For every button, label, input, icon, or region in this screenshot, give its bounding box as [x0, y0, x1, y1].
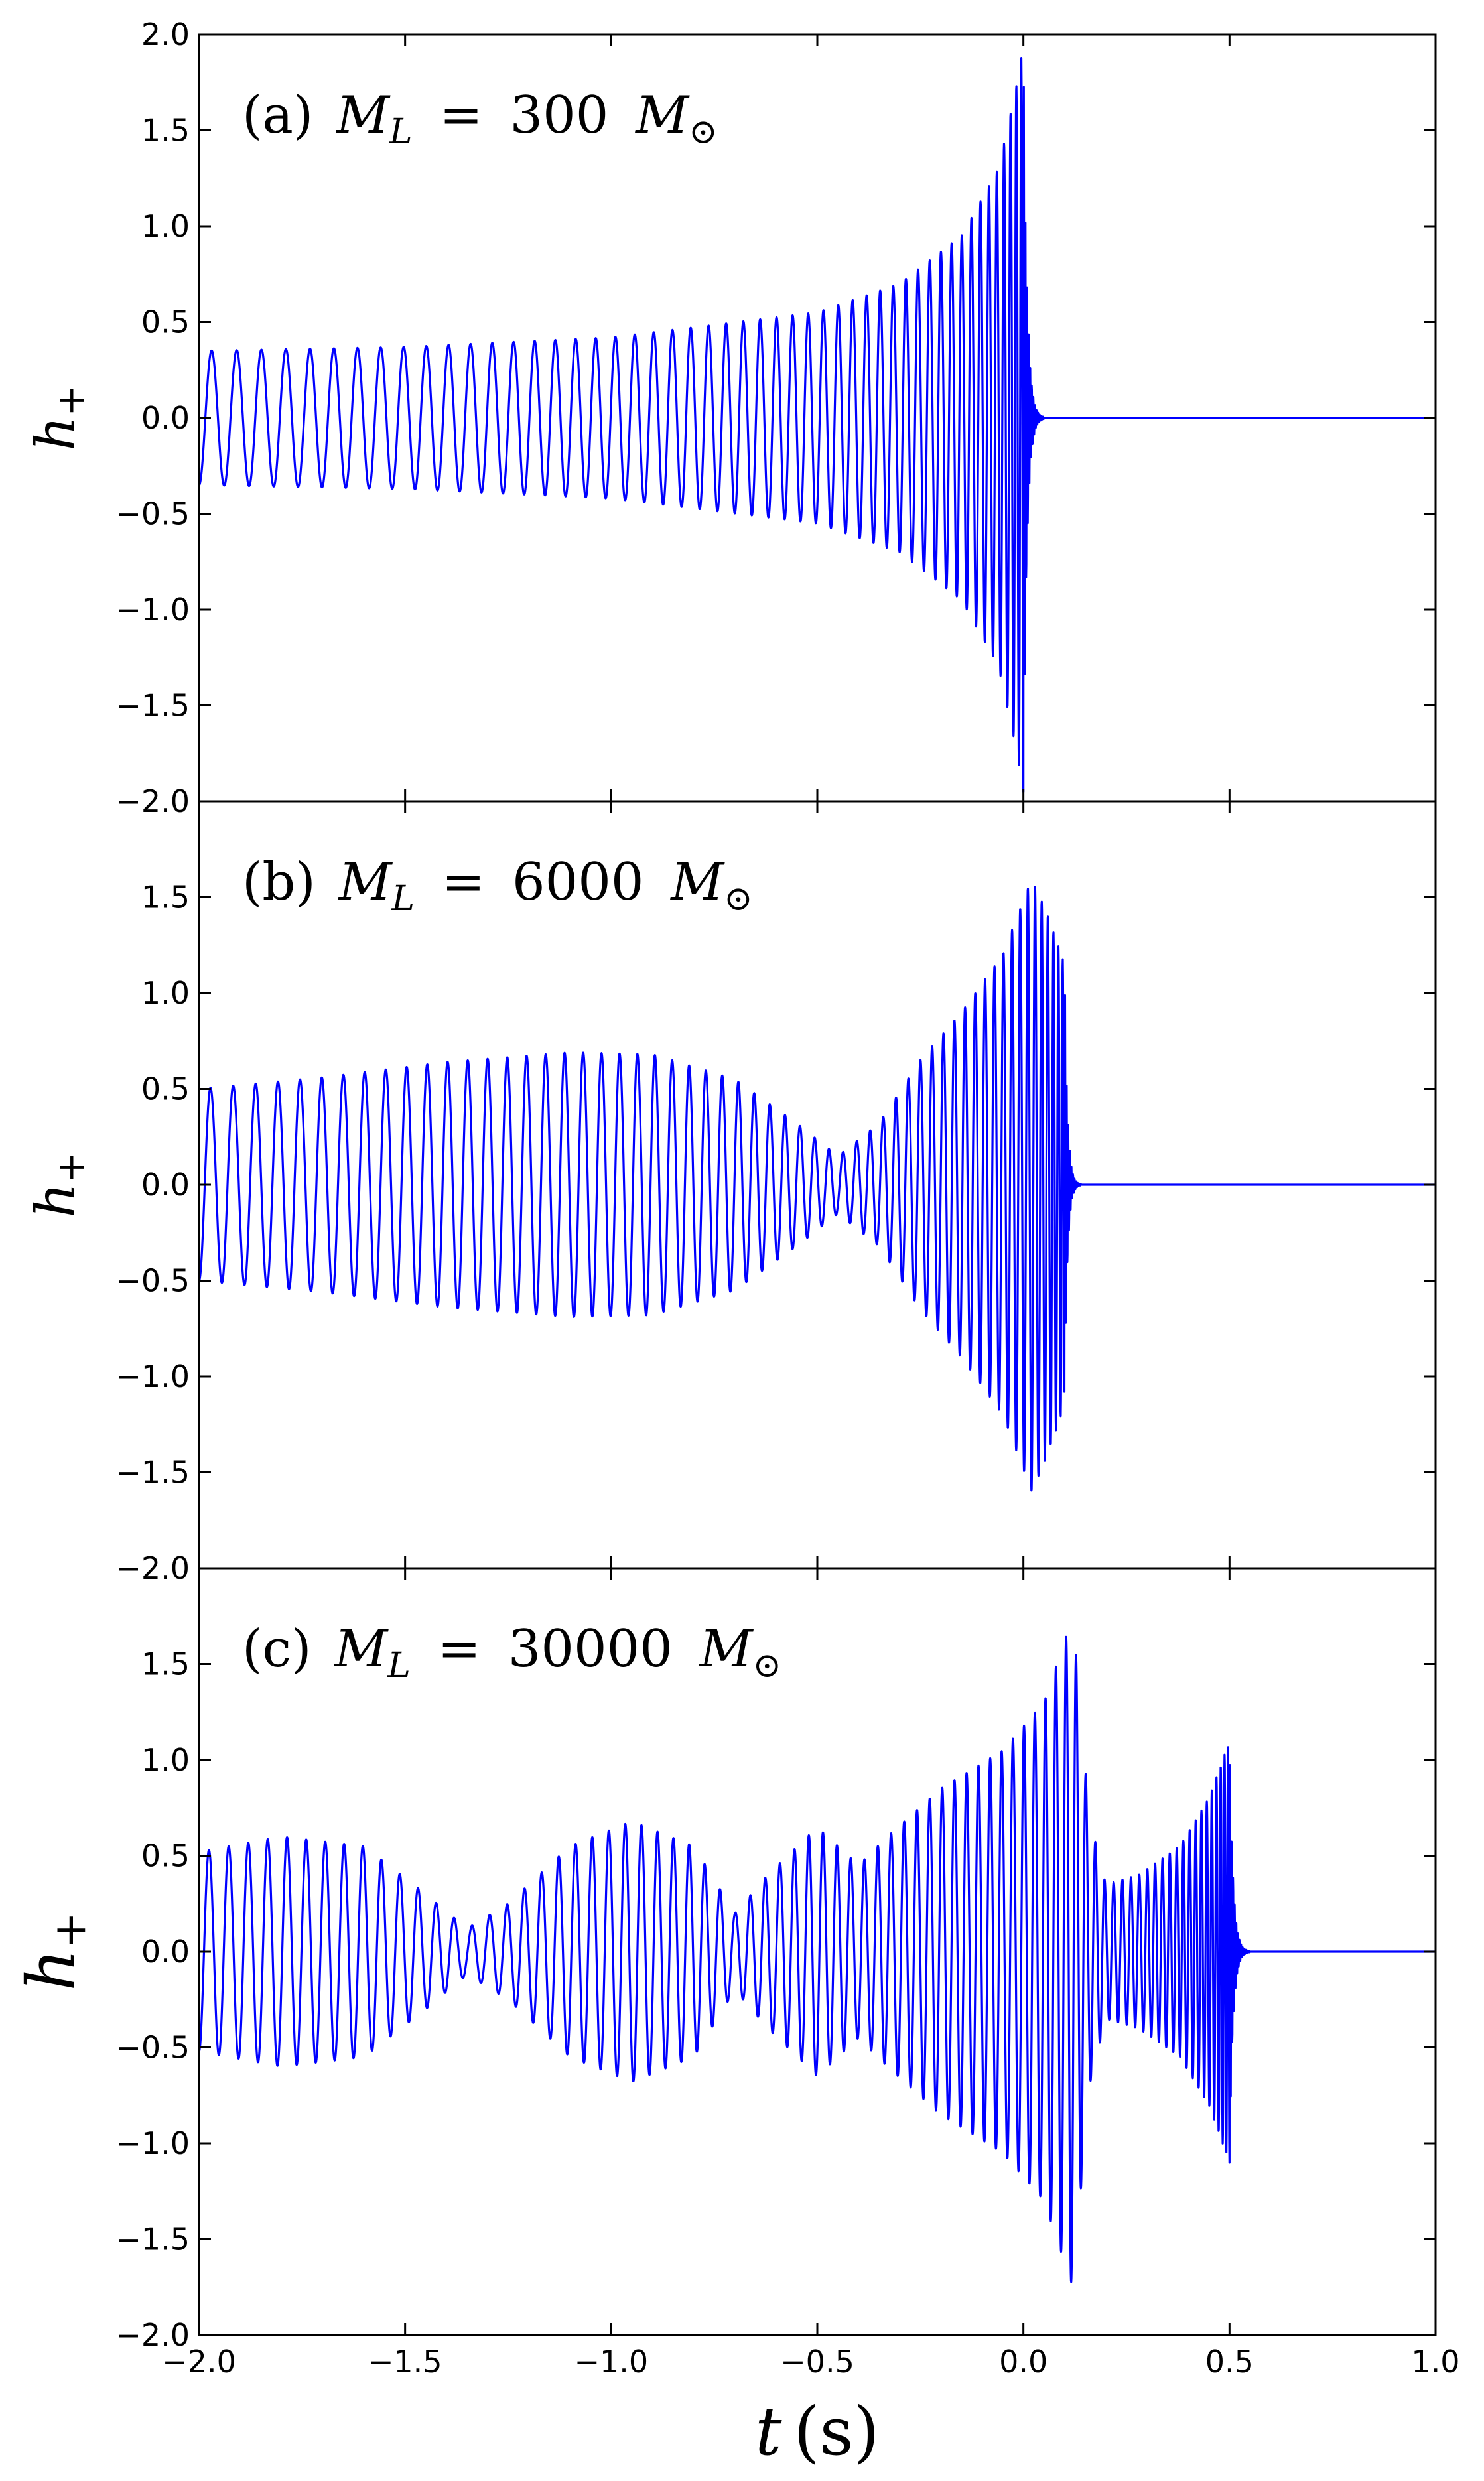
panel-c: −2.0 −1.5 −1.0 −0.5 0.0 0.5 1.0 1.5 −2.0 −1.5 −1.…: [13, 1567, 1460, 2470]
waveform-c-line: [198, 1635, 1437, 2283]
waveform-b-line: [198, 886, 1437, 1492]
ytick-label: −2.0: [115, 1550, 190, 1586]
xtick-label: −0.5: [780, 2344, 854, 2380]
ytick-label: −1.0: [115, 2125, 190, 2161]
ytick-label: 1.5: [141, 880, 190, 915]
panel-b-ylabel: h+: [25, 1152, 93, 1218]
ytick-label: 0.0: [141, 1167, 190, 1203]
panel-a: −2.0 −1.5 −1.0 −0.5 0.0 0.5 1.0 1.5 2.0 (a) ML =…: [25, 17, 1437, 819]
ytick-label: 2.0: [141, 17, 190, 52]
ytick-label: −1.5: [115, 1455, 190, 1491]
ytick-label: −1.0: [115, 592, 190, 628]
ytick-label: 0.5: [141, 304, 190, 340]
ytick-label: −1.5: [115, 688, 190, 724]
panel-a-ylabel: h+: [25, 385, 93, 451]
xtick-label: 0.5: [1205, 2344, 1254, 2380]
ytick-label: 1.5: [141, 113, 190, 149]
ytick-label: −2.0: [115, 2317, 190, 2353]
ytick-label: 1.5: [141, 1646, 190, 1682]
panel-c-yticks: −2.0 −1.5 −1.0 −0.5 0.0 0.5 1.0 1.5: [115, 1646, 1436, 2353]
ytick-label: 1.0: [141, 208, 190, 244]
panel-c-ylabel: h+: [13, 1912, 96, 1991]
ytick-label: 1.0: [141, 975, 190, 1011]
xtick-label: −1.0: [574, 2344, 648, 2380]
ytick-label: −1.0: [115, 1359, 190, 1394]
panel-b: −2.0 −1.5 −1.0 −0.5 0.0 0.5 1.0 1.5 (b) ML = 60…: [25, 800, 1437, 1586]
ytick-label: 0.5: [141, 1071, 190, 1107]
panel-b-xticks: [198, 801, 1437, 1568]
ytick-label: 0.0: [141, 1934, 190, 1970]
xtick-label: 1.0: [1411, 2344, 1459, 2380]
xtick-label: −1.5: [368, 2344, 442, 2380]
ytick-label: −0.5: [115, 496, 190, 532]
ytick-label: −0.5: [115, 2030, 190, 2066]
ytick-label: 1.0: [141, 1742, 190, 1778]
xtick-label: −2.0: [162, 2344, 236, 2380]
ytick-label: 0.5: [141, 1838, 190, 1874]
ytick-label: −1.5: [115, 2222, 190, 2257]
xtick-label: 0.0: [999, 2344, 1047, 2380]
x-axis-label: t (s): [755, 2393, 880, 2470]
panel-c-label: (c) ML = 30000 M⊙: [242, 1619, 781, 1690]
panel-a-xticks: [198, 34, 1437, 801]
panel-c-xticks: −2.0 −1.5 −1.0 −0.5 0.0 0.5 1.0: [162, 1568, 1460, 2380]
panel-b-label: (b) ML = 6000 M⊙: [242, 852, 753, 923]
ytick-label: −0.5: [115, 1263, 190, 1299]
ytick-label: −2.0: [115, 783, 190, 819]
ytick-label: 0.0: [141, 400, 190, 436]
panel-a-label: (a) ML = 300 M⊙: [242, 86, 718, 156]
panel-a-yticks: −2.0 −1.5 −1.0 −0.5 0.0 0.5 1.0 1.5 2.0: [115, 17, 1436, 819]
panel-b-yticks: −2.0 −1.5 −1.0 −0.5 0.0 0.5 1.0 1.5: [115, 880, 1436, 1586]
waveform-a-line: [198, 56, 1437, 793]
